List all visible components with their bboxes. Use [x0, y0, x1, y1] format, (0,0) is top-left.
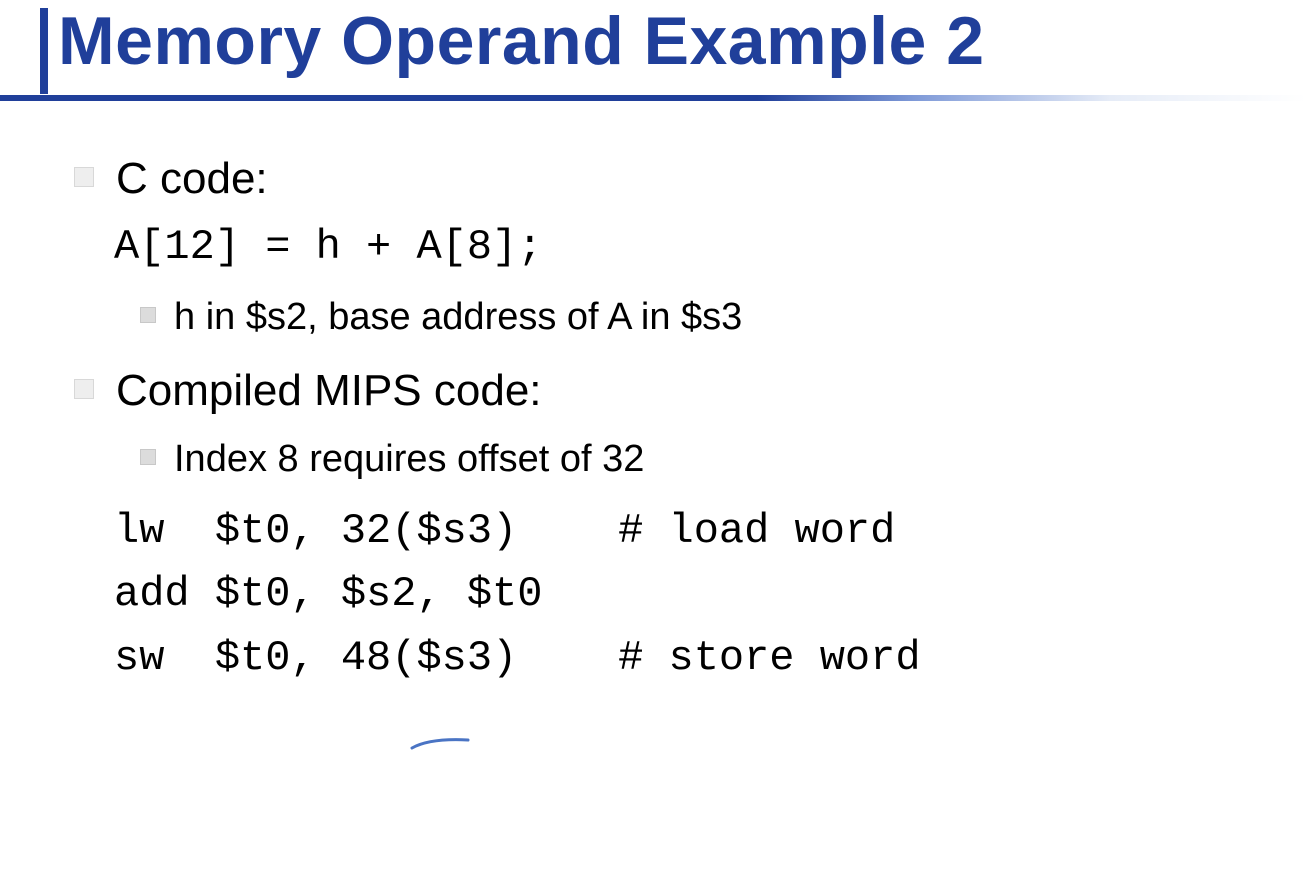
slide: Memory Operand Example 2 C code: A[12] =…: [0, 0, 1306, 878]
mips-code-block: lw $t0, 32($s3) # load word add $t0, $s2…: [114, 500, 1246, 691]
square-bullet-icon: [140, 307, 156, 323]
bullet-c-code-note: h in $s2, base address of A in $s3: [140, 292, 1246, 343]
bullet-c-code: C code:: [74, 149, 1246, 208]
slide-title: Memory Operand Example 2: [58, 6, 1306, 77]
bullet-mips-code: Compiled MIPS code:: [74, 361, 1246, 420]
mips-note: Index 8 requires offset of 32: [174, 434, 644, 485]
slide-body: C code: A[12] = h + A[8]; h in $s2, base…: [0, 101, 1306, 691]
c-code-block: A[12] = h + A[8];: [114, 217, 1246, 278]
title-area: Memory Operand Example 2: [0, 0, 1306, 101]
title-underline: [0, 95, 1306, 101]
square-bullet-icon: [74, 167, 94, 187]
mips-label: Compiled MIPS code:: [116, 361, 542, 420]
c-code-note: h in $s2, base address of A in $s3: [174, 292, 742, 343]
square-bullet-icon: [74, 379, 94, 399]
title-accent-bar: [40, 8, 48, 94]
bullet-mips-note: Index 8 requires offset of 32: [140, 434, 1246, 485]
c-code-label: C code:: [116, 149, 268, 208]
square-bullet-icon: [140, 449, 156, 465]
hand-drawn-annotation: [410, 736, 470, 750]
